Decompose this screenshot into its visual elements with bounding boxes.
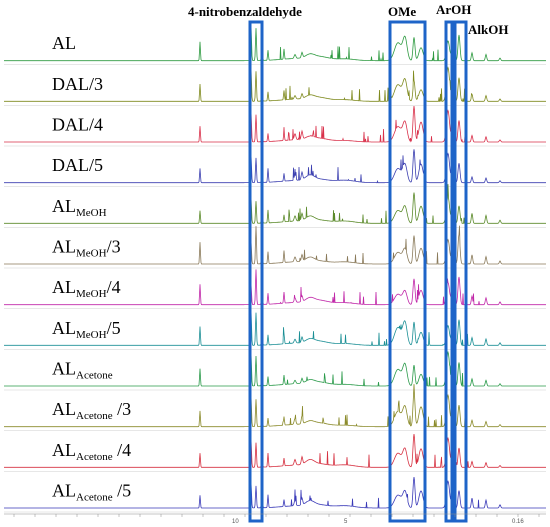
series-label: ALMeOH xyxy=(52,196,107,219)
region-highlight-box xyxy=(388,20,427,523)
region-label: ArOH xyxy=(436,2,471,17)
series-label: DAL/3 xyxy=(52,74,103,94)
x-axis: 10 5 0.16 xyxy=(4,513,546,525)
series-label: DAL/4 xyxy=(52,115,103,135)
series-labels: AL DAL/3 DAL/4 DAL/5 ALMeOH ALMeOH/3 ALMeOH/4 A… xyxy=(52,33,131,503)
region-highlight-box xyxy=(444,20,454,523)
region-label: AlkOH xyxy=(468,22,508,37)
series-label: ALAcetone /4 xyxy=(52,440,131,463)
series-label: ALAcetone /5 xyxy=(52,481,131,504)
series-label: DAL/5 xyxy=(52,155,103,175)
x-tick-label: 0.16 xyxy=(512,519,524,525)
x-tick-label: 5 xyxy=(344,519,348,525)
region-label: OMe xyxy=(388,4,416,19)
region-label: 4-nitrobenzaldehyde xyxy=(188,4,302,19)
highlight-boxes xyxy=(248,20,468,523)
region-headers: 4-nitrobenzaldehyde OMe ArOH AlkOH xyxy=(188,2,508,37)
series-label: ALMeOH/4 xyxy=(52,277,121,300)
series-label: ALMeOH/3 xyxy=(52,237,121,260)
series-label: ALAcetone /3 xyxy=(52,399,131,422)
region-highlight-box xyxy=(453,20,468,523)
x-tick-label: 10 xyxy=(232,519,239,525)
series-label: ALAcetone xyxy=(52,359,113,382)
region-highlight-box xyxy=(248,20,264,523)
series-label: AL xyxy=(52,33,76,53)
series-label: ALMeOH/5 xyxy=(52,318,121,341)
